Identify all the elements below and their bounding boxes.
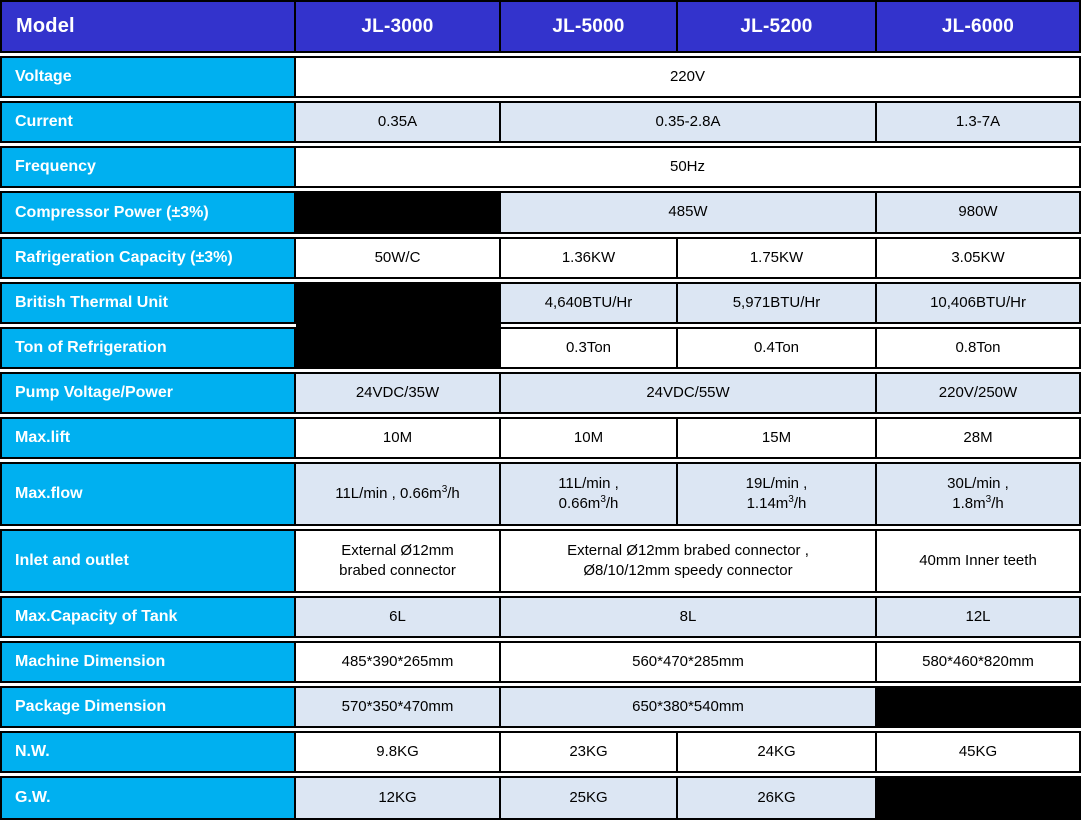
- cell-refrigeration-jl5200: 1.75KW: [678, 237, 877, 279]
- blackout-cell-btu-ton-jl3000: [296, 282, 501, 369]
- cell-btu-jl5200: 5,971BTU/Hr: [678, 282, 877, 324]
- cell-btu-jl5000: 4,640BTU/Hr: [501, 282, 678, 324]
- cell-voltage-all: 220V: [296, 56, 1081, 98]
- row-label-current: Current: [0, 101, 296, 143]
- cell-package-dim-jl3000: 570*350*470mm: [296, 686, 501, 728]
- cubic-sup: 3: [441, 483, 448, 495]
- row-label-machine-dimension: Machine Dimension: [0, 641, 296, 683]
- blackout-cell-gw-jl6000: [877, 776, 1081, 820]
- cell-max-lift-jl3000: 10M: [296, 417, 501, 459]
- cell-current-jl5000-5200: 0.35-2.8A: [501, 101, 877, 143]
- cell-max-flow-jl5200: 19L/min , 1.14m3/h: [678, 462, 877, 526]
- cell-gw-jl5000: 25KG: [501, 776, 678, 820]
- cell-pump-jl5000-5200: 24VDC/55W: [501, 372, 877, 414]
- cell-ton-jl5200: 0.4Ton: [678, 327, 877, 369]
- cell-nw-jl5000: 23KG: [501, 731, 678, 773]
- header-cell-jl-6000: JL-6000: [877, 0, 1081, 53]
- row-label-refrigeration-capacity: Rafrigeration Capacity (±3%): [0, 237, 296, 279]
- cell-nw-jl6000: 45KG: [877, 731, 1081, 773]
- cell-refrigeration-jl3000: 50W/C: [296, 237, 501, 279]
- cell-current-jl3000: 0.35A: [296, 101, 501, 143]
- cell-pump-jl6000: 220V/250W: [877, 372, 1081, 414]
- row-label-frequency: Frequency: [0, 146, 296, 188]
- row-label-inlet-outlet: Inlet and outlet: [0, 529, 296, 593]
- cell-pump-jl3000: 24VDC/35W: [296, 372, 501, 414]
- cell-ton-jl5000: 0.3Ton: [501, 327, 678, 369]
- cubic-sup: 3: [600, 494, 606, 505]
- cell-tank-jl5000-5200: 8L: [501, 596, 877, 638]
- cell-refrigeration-jl6000: 3.05KW: [877, 237, 1081, 279]
- row-label-package-dimension: Package Dimension: [0, 686, 296, 728]
- max-flow-jl6000-value: 30L/min , 1.8m3/h: [947, 474, 1009, 512]
- cell-max-lift-jl6000: 28M: [877, 417, 1081, 459]
- cell-gw-jl3000: 12KG: [296, 776, 501, 820]
- row-label-max-lift: Max.lift: [0, 417, 296, 459]
- cell-current-jl6000: 1.3-7A: [877, 101, 1081, 143]
- cell-gw-jl5200: 26KG: [678, 776, 877, 820]
- cell-tank-jl6000: 12L: [877, 596, 1081, 638]
- cubic-sup: 3: [985, 494, 992, 505]
- row-label-max-flow: Max.flow: [0, 462, 296, 526]
- row-label-ton: Ton of Refrigeration: [0, 327, 296, 369]
- cell-nw-jl3000: 9.8KG: [296, 731, 501, 773]
- cell-frequency-all: 50Hz: [296, 146, 1081, 188]
- row-label-voltage: Voltage: [0, 56, 296, 98]
- max-flow-jl5200-value: 19L/min , 1.14m3/h: [745, 474, 808, 512]
- cell-max-flow-jl6000: 30L/min , 1.8m3/h: [877, 462, 1081, 526]
- cell-machine-dim-jl3000: 485*390*265mm: [296, 641, 501, 683]
- cell-max-flow-jl3000: 11L/min , 0.66m3/h: [296, 462, 501, 526]
- cubic-sup: 3: [788, 494, 794, 505]
- cell-nw-jl5200: 24KG: [678, 731, 877, 773]
- cell-compressor-jl5000-5200: 485W: [501, 191, 877, 234]
- row-label-nw: N.W.: [0, 731, 296, 773]
- cell-inlet-jl3000: External Ø12mm brabed connector: [296, 529, 501, 593]
- cell-machine-dim-jl5000-5200: 560*470*285mm: [501, 641, 877, 683]
- row-label-pump: Pump Voltage/Power: [0, 372, 296, 414]
- row-label-gw: G.W.: [0, 776, 296, 820]
- cell-machine-dim-jl6000: 580*460*820mm: [877, 641, 1081, 683]
- cell-btu-jl6000: 10,406BTU/Hr: [877, 282, 1081, 324]
- cell-max-lift-jl5000: 10M: [501, 417, 678, 459]
- header-model-cell: Model: [0, 0, 296, 53]
- cell-inlet-jl5000-5200: External Ø12mm brabed connector , Ø8/10/1…: [501, 529, 877, 593]
- cell-package-dim-jl5000-5200: 650*380*540mm: [501, 686, 877, 728]
- inlet-jl5000-5200-value: External Ø12mm brabed connector , Ø8/10/1…: [567, 541, 809, 579]
- cell-max-lift-jl5200: 15M: [678, 417, 877, 459]
- cell-refrigeration-jl5000: 1.36KW: [501, 237, 678, 279]
- row-label-compressor-power: Compressor Power (±3%): [0, 191, 296, 234]
- cell-inlet-jl6000: 40mm Inner teeth: [877, 529, 1081, 593]
- header-cell-jl-5200: JL-5200: [678, 0, 877, 53]
- cell-compressor-jl6000: 980W: [877, 191, 1081, 234]
- max-flow-jl3000-value: 11L/min , 0.66m3/h: [335, 483, 460, 502]
- max-flow-jl5000-value: 11L/min , 0.66m3/h: [558, 474, 619, 512]
- cell-tank-jl3000: 6L: [296, 596, 501, 638]
- header-cell-jl-3000: JL-3000: [296, 0, 501, 53]
- blackout-cell-compressor-jl3000: [296, 191, 501, 234]
- row-label-tank-capacity: Max.Capacity of Tank: [0, 596, 296, 638]
- row-label-btu: British Thermal Unit: [0, 282, 296, 324]
- blackout-cell-package-dim-jl6000: [877, 686, 1081, 728]
- inlet-jl3000-value: External Ø12mm brabed connector: [339, 541, 456, 579]
- header-cell-jl-5000: JL-5000: [501, 0, 678, 53]
- cell-max-flow-jl5000: 11L/min , 0.66m3/h: [501, 462, 678, 526]
- cell-ton-jl6000: 0.8Ton: [877, 327, 1081, 369]
